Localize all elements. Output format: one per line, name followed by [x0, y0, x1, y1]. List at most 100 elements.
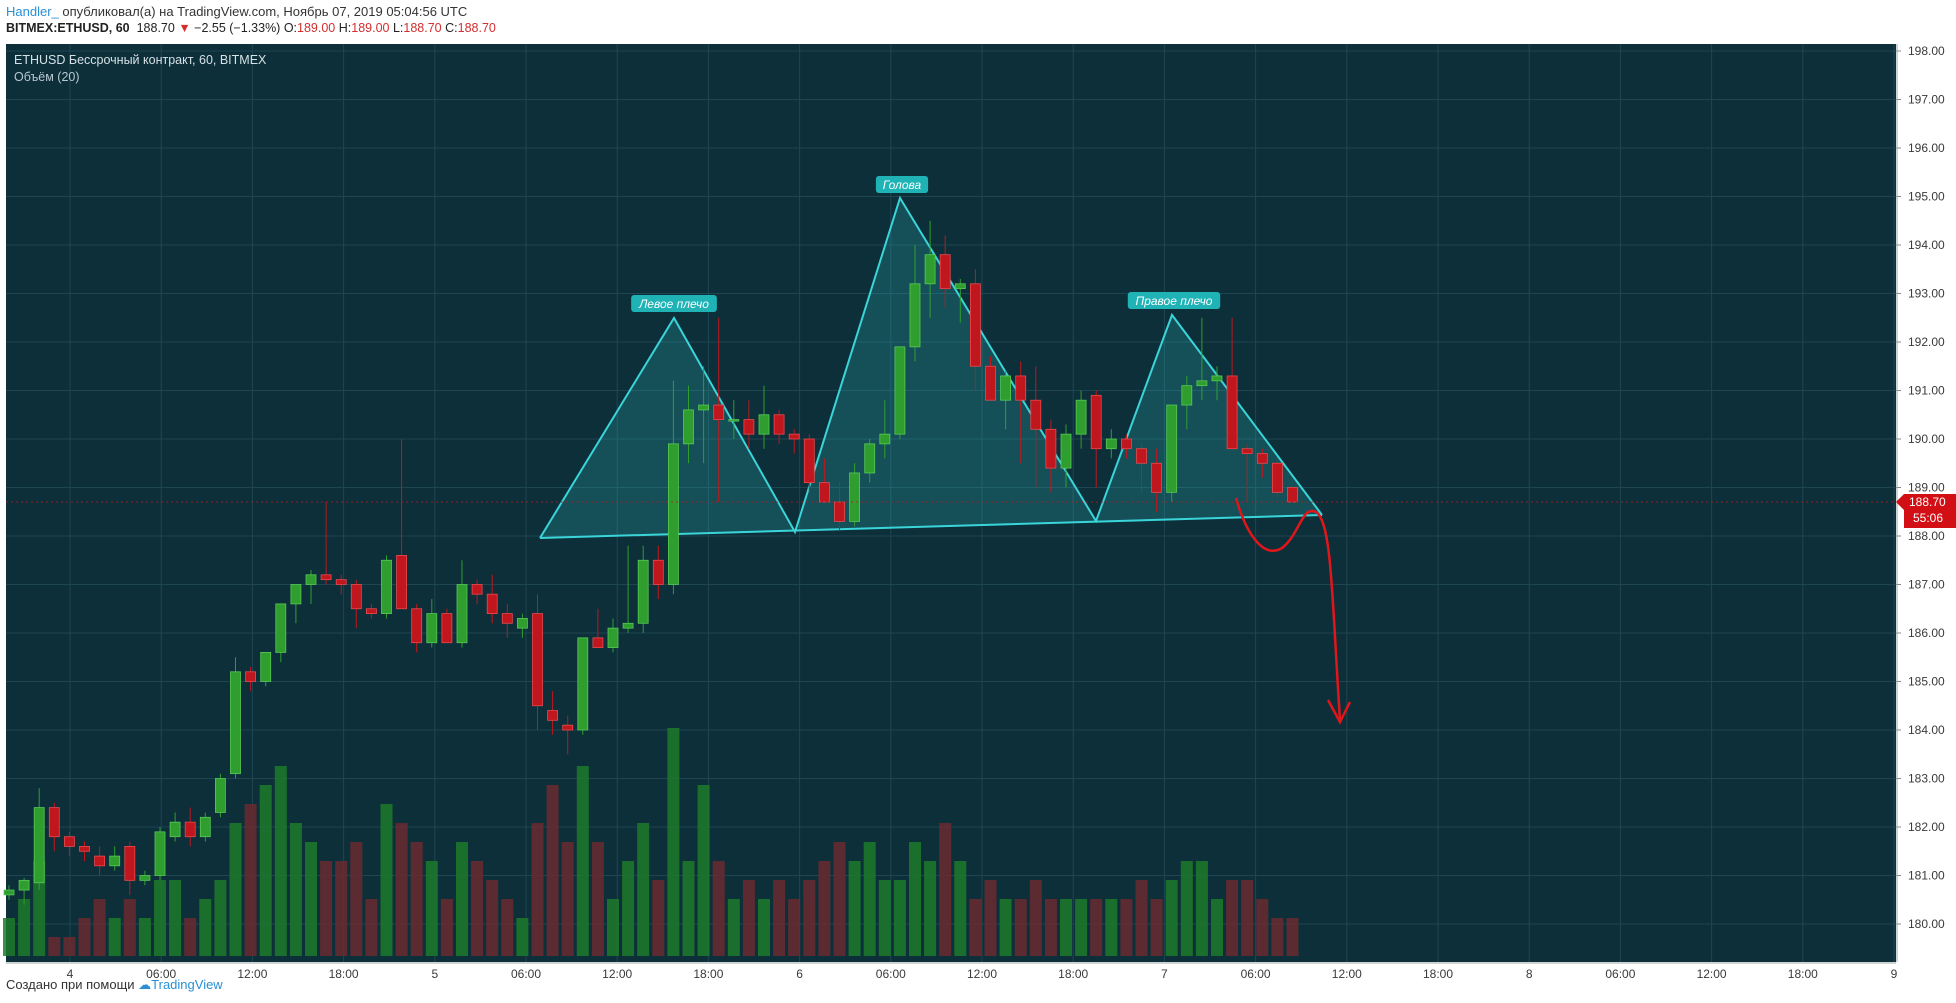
candle-body: [773, 414, 785, 435]
price-tag-countdown: 55:06: [1913, 511, 1943, 525]
price-tick-label: 191.00: [1908, 384, 1945, 398]
tradingview-logo-icon[interactable]: ☁: [138, 977, 152, 992]
pattern-label: Голова: [883, 178, 922, 192]
candle-body: [1272, 462, 1283, 493]
candle-body: [64, 836, 75, 847]
volume-bar: [1075, 899, 1088, 956]
candle-body: [985, 365, 996, 401]
candle-body: [3, 889, 15, 896]
volume-bar: [1226, 880, 1239, 956]
volume-bar: [501, 899, 514, 956]
time-tick-label: 06:00: [1605, 967, 1635, 981]
candle-body: [849, 472, 860, 522]
candle-body: [1015, 375, 1027, 401]
candle-body: [1166, 404, 1178, 493]
footer: Создано при помощи ☁TradingView: [6, 977, 223, 993]
candle-body: [698, 404, 709, 411]
price-axis[interactable]: 180.00 181.00 182.00 183.00 184.00 185.00 186.…: [1896, 44, 1945, 962]
volume-bar: [924, 861, 937, 956]
volume-bar: [471, 861, 484, 956]
author-link[interactable]: Handler_: [6, 4, 59, 19]
candle-body: [501, 613, 513, 624]
candle-body: [290, 584, 302, 605]
close-label: C:: [445, 21, 458, 35]
time-tick-label: 18:00: [693, 967, 723, 981]
candle-body: [607, 627, 619, 648]
candle-body: [592, 637, 604, 648]
candle-body: [1241, 448, 1253, 454]
price-tick-label: 192.00: [1908, 335, 1945, 349]
down-arrow-icon: ▼: [178, 21, 191, 35]
candle-body: [426, 613, 438, 644]
time-tick-label: 12:00: [967, 967, 997, 981]
volume-bar: [576, 766, 589, 956]
volume-bar: [440, 899, 453, 956]
volume-bar: [1060, 899, 1072, 956]
volume-bar: [667, 728, 680, 956]
volume-bar: [652, 880, 665, 956]
price-tick-label: 187.00: [1908, 578, 1945, 592]
time-tick-label: 18:00: [1058, 967, 1088, 981]
candle-body: [169, 821, 181, 838]
time-tick-label: 18:00: [1423, 967, 1453, 981]
volume-bar: [1271, 918, 1284, 956]
candle-body: [547, 710, 558, 721]
volume-bar: [1105, 899, 1118, 956]
candle-body: [879, 433, 891, 445]
price-tick-label: 196.00: [1908, 141, 1945, 155]
volume-bar: [274, 766, 287, 956]
candle-body: [18, 879, 30, 891]
time-tick-label: 12:00: [1697, 967, 1727, 981]
volume-bar: [893, 880, 906, 956]
volume-bar: [833, 842, 846, 956]
time-tick-label: 06:00: [511, 967, 541, 981]
volume-bar: [335, 861, 348, 956]
legend-title: ETHUSD Бессрочный контракт, 60, BITMEX: [14, 53, 267, 67]
volume-bars: [3, 728, 1299, 956]
candle-body: [1121, 438, 1132, 450]
candle-body: [184, 821, 196, 838]
last-price: 188.70: [136, 21, 175, 35]
time-tick-label: 12:00: [602, 967, 632, 981]
volume-bar: [425, 861, 438, 956]
candle-body: [637, 559, 649, 624]
candle-body: [245, 671, 257, 682]
time-tick-label: 18:00: [329, 967, 359, 981]
volume-bar: [622, 861, 635, 956]
price-tick-label: 181.00: [1908, 869, 1945, 883]
volume-bar: [818, 861, 831, 956]
pattern-labels[interactable]: Левое плечо Голова Правое плечо: [631, 176, 1221, 312]
candle-body: [1256, 453, 1268, 464]
candle-body: [1226, 375, 1238, 450]
candle-body: [909, 283, 921, 348]
low-value: 188.70: [403, 21, 442, 35]
volume-bar: [1014, 899, 1027, 956]
pattern-label: Левое плечо: [638, 297, 709, 311]
volume-bar: [3, 918, 15, 956]
projection-path[interactable]: [1234, 497, 1352, 725]
candle-body: [350, 584, 362, 610]
candle-body: [1181, 385, 1193, 406]
volume-bar: [78, 918, 91, 956]
price-tick-label: 197.00: [1908, 93, 1945, 107]
volume-bar: [1044, 899, 1057, 956]
volume-bar: [727, 899, 740, 956]
volume-bar: [984, 880, 997, 956]
volume-bar: [380, 804, 393, 956]
volume-bar: [1165, 880, 1178, 956]
volume-bar: [289, 823, 302, 956]
volume-bar: [410, 842, 423, 956]
candle-body: [743, 419, 755, 435]
candle-body: [562, 724, 574, 731]
candle-body: [683, 409, 694, 445]
tradingview-link[interactable]: TradingView: [151, 977, 223, 992]
footer-text: Создано при помощи: [6, 977, 135, 992]
time-axis[interactable]: 4 06:00 12:00 18:00 5 06:00 12:00 18:00 6 06:00 12…: [6, 962, 1898, 981]
candle-body: [939, 254, 951, 290]
candle-body: [1105, 438, 1117, 450]
candle-body: [320, 574, 332, 581]
candle-body: [154, 831, 166, 876]
volume-bar: [169, 880, 182, 956]
time-tick-label: 06:00: [146, 967, 176, 981]
